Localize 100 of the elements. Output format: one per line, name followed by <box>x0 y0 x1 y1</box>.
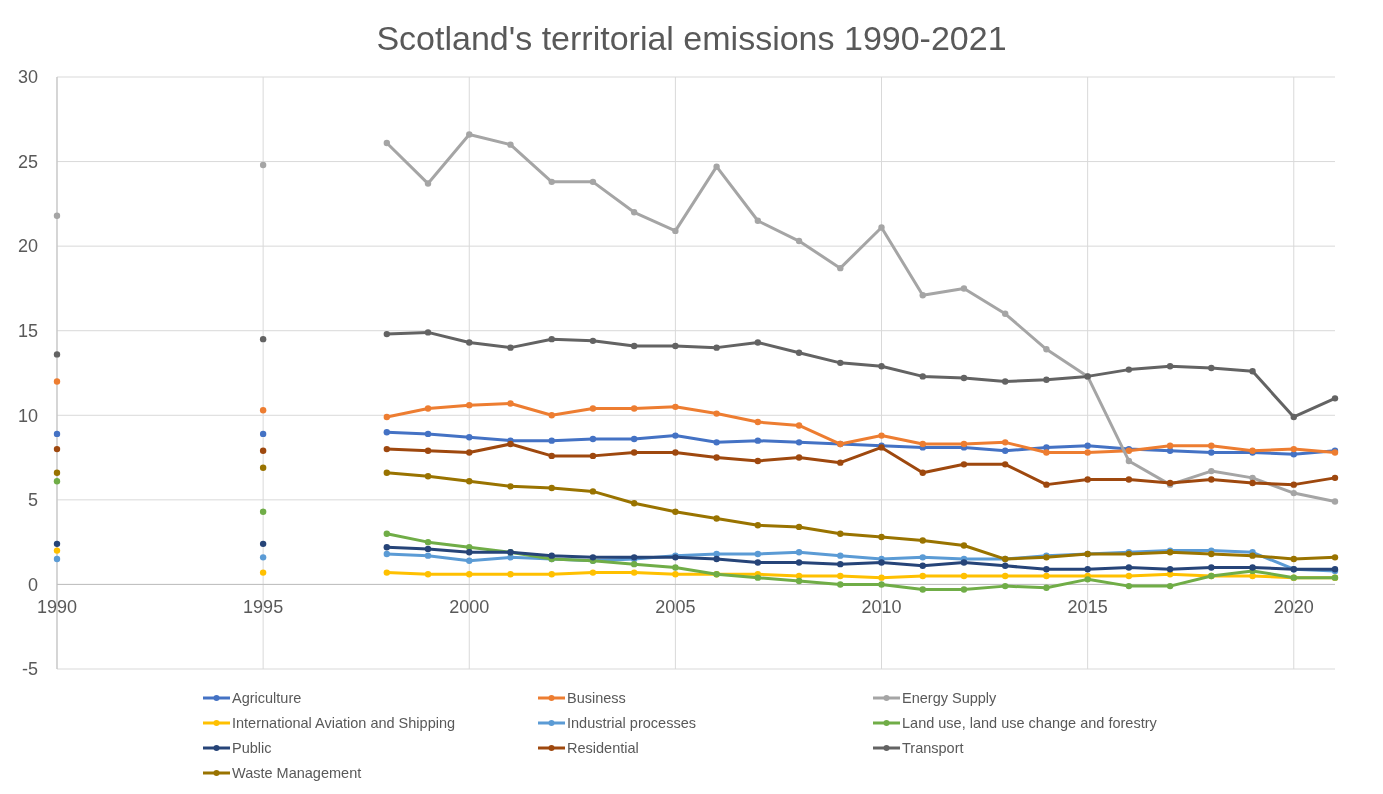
point <box>507 554 514 561</box>
point <box>1331 395 1339 402</box>
point <box>383 413 391 421</box>
point <box>1249 368 1256 375</box>
point <box>259 464 267 471</box>
point <box>713 410 720 417</box>
point <box>1208 564 1215 571</box>
point <box>878 581 885 588</box>
point <box>1208 364 1215 372</box>
point <box>1290 445 1297 453</box>
point <box>754 339 762 346</box>
point <box>1001 378 1009 385</box>
point <box>630 569 638 576</box>
point <box>424 329 432 336</box>
point <box>589 452 597 460</box>
point <box>53 378 61 385</box>
point <box>919 440 926 448</box>
chart-title: Scotland's territorial emissions 1990-2021 <box>376 19 1007 57</box>
point <box>507 400 514 407</box>
point <box>259 569 267 576</box>
point <box>1166 571 1174 578</box>
point <box>630 342 638 350</box>
point <box>795 549 803 556</box>
point <box>466 557 473 564</box>
legend-label: International Aviation and Shipping <box>232 715 456 732</box>
legend-label: Energy Supply <box>902 690 998 707</box>
point <box>53 540 61 548</box>
point <box>1001 582 1009 590</box>
point <box>548 412 555 419</box>
point <box>713 163 720 170</box>
point <box>53 555 61 563</box>
x-tick-label: 2015 <box>1067 597 1108 618</box>
point <box>878 224 885 231</box>
point <box>1084 449 1091 456</box>
point <box>919 291 926 299</box>
point <box>1331 554 1339 561</box>
point <box>754 418 762 426</box>
point <box>754 559 762 566</box>
point <box>672 449 679 456</box>
point <box>713 515 720 522</box>
point <box>383 445 391 453</box>
point <box>259 540 267 548</box>
point <box>1208 476 1215 483</box>
point <box>53 478 61 485</box>
point <box>507 483 514 490</box>
point <box>259 430 267 438</box>
point <box>466 571 473 578</box>
point <box>548 335 555 343</box>
point <box>1290 555 1297 563</box>
point <box>1208 449 1215 456</box>
y-tick-label: 5 <box>27 490 38 511</box>
point <box>837 459 844 466</box>
point <box>383 469 391 476</box>
point <box>424 447 432 455</box>
point <box>960 572 968 580</box>
point <box>878 432 885 439</box>
point <box>837 530 844 537</box>
point <box>630 405 638 412</box>
y-tick-label: 30 <box>17 67 38 88</box>
point <box>507 440 514 448</box>
point <box>960 542 968 549</box>
point <box>466 401 473 409</box>
point <box>424 472 432 480</box>
point <box>713 344 720 351</box>
point <box>1249 474 1256 482</box>
point <box>424 571 432 578</box>
point <box>672 227 679 235</box>
point <box>795 577 803 585</box>
point <box>259 508 267 515</box>
point <box>754 550 762 558</box>
point <box>919 554 926 561</box>
y-tick-label: -5 <box>21 659 38 680</box>
x-tick-label: 2020 <box>1273 597 1314 618</box>
point <box>53 212 61 219</box>
point <box>383 330 391 338</box>
point <box>424 552 432 559</box>
point <box>919 373 926 380</box>
point <box>383 550 391 558</box>
point <box>837 264 844 272</box>
point <box>630 435 638 443</box>
y-tick-label: 15 <box>17 321 38 342</box>
point <box>795 237 803 245</box>
point <box>507 344 514 351</box>
point <box>672 508 679 515</box>
legend-label: Public <box>232 740 272 757</box>
point <box>1166 582 1174 590</box>
point <box>630 209 638 216</box>
point <box>1001 310 1009 317</box>
point <box>424 405 432 412</box>
point <box>960 285 968 292</box>
point <box>1043 346 1050 353</box>
point <box>754 457 762 465</box>
point <box>1043 566 1050 573</box>
point <box>383 429 391 436</box>
legend-label: Industrial processes <box>567 715 696 732</box>
point <box>795 422 803 429</box>
point <box>919 562 926 570</box>
point <box>795 454 803 461</box>
legend-label: Agriculture <box>232 690 302 707</box>
point <box>424 180 432 187</box>
